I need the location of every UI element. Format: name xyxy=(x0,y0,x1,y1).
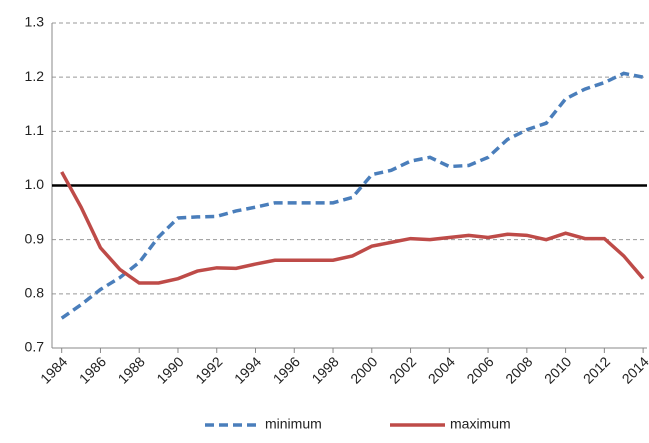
x-tick-label: 1992 xyxy=(192,353,225,386)
x-tick-label: 2004 xyxy=(425,353,458,386)
x-tick-label: 1996 xyxy=(270,353,303,386)
y-tick-label: 1.3 xyxy=(25,14,45,30)
x-tick-label: 2002 xyxy=(386,353,419,386)
legend-label: maximum xyxy=(450,416,511,432)
x-tick-label: 2008 xyxy=(502,353,535,386)
x-tick-label: 2012 xyxy=(580,353,613,386)
x-tick-label: 1998 xyxy=(308,353,341,386)
y-tick-label: 0.8 xyxy=(25,285,45,301)
series-line xyxy=(60,71,644,320)
x-tick-label: 1988 xyxy=(115,353,148,386)
x-tick-label: 1990 xyxy=(153,353,186,386)
y-tick-label: 1.0 xyxy=(25,176,45,192)
x-tick-label: 2014 xyxy=(619,353,649,386)
legend-label: minimum xyxy=(265,416,322,432)
x-tick-label: 1986 xyxy=(76,353,109,386)
x-tick-label: 2006 xyxy=(463,353,496,386)
y-tick-label: 1.1 xyxy=(25,122,45,138)
y-tick-label: 1.2 xyxy=(25,68,45,84)
x-tick-label: 1994 xyxy=(231,353,264,386)
y-tick-label: 0.7 xyxy=(25,339,45,355)
x-tick-label: 2000 xyxy=(347,353,380,386)
y-tick-label: 0.9 xyxy=(25,230,45,246)
series-line xyxy=(60,171,645,285)
x-tick-label: 1984 xyxy=(37,353,70,386)
x-tick-label: 2010 xyxy=(541,353,574,386)
